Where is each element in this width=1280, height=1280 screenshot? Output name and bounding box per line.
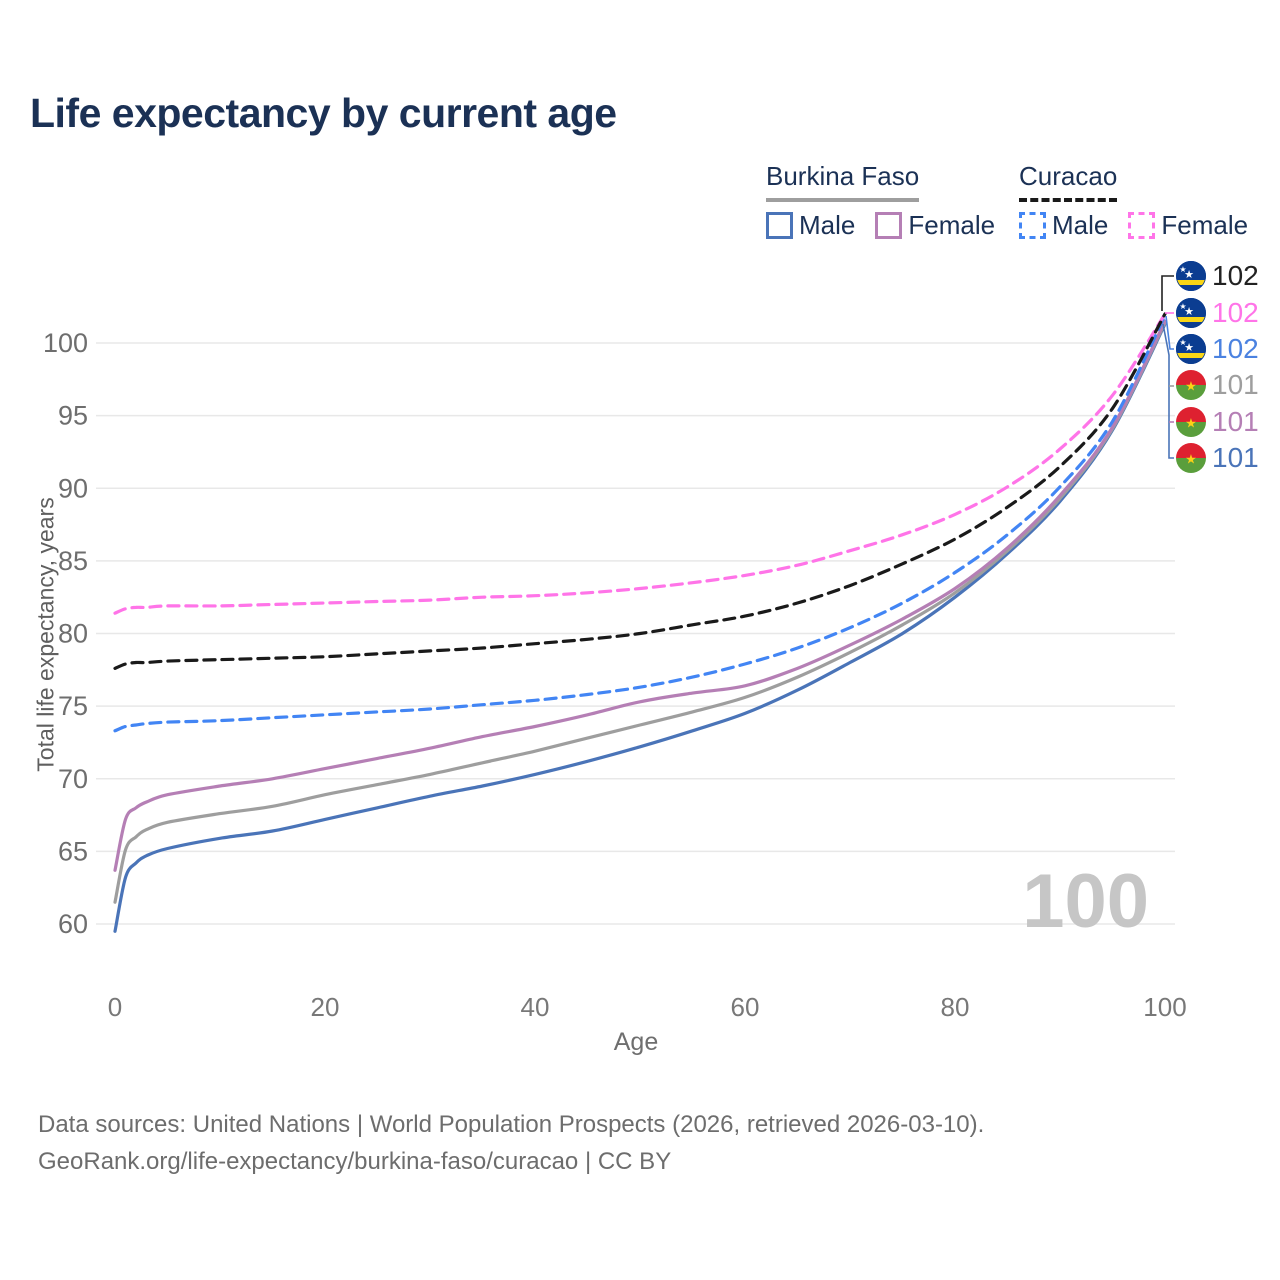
legend-item-label: Female	[1161, 210, 1249, 240]
label-connector-2	[1165, 315, 1174, 350]
end-labels: 102 102 102 101 101 101	[1176, 258, 1259, 476]
x-tick-label: 100	[1143, 992, 1186, 1022]
line-series-burkina-faso-total[interactable]	[113, 321, 1167, 904]
y-tick-label: 85	[58, 546, 88, 576]
legend-item-label: Male	[1052, 210, 1109, 240]
curacao-flag-icon	[1176, 298, 1206, 328]
x-tick-label: 0	[108, 992, 122, 1022]
legend-group-curacao: Curacao Male Female	[1019, 161, 1248, 241]
line-series-curacao-total[interactable]	[113, 312, 1167, 670]
burkina-faso-female-swatch-icon	[875, 212, 903, 239]
x-tick-label: 80	[941, 992, 970, 1022]
legend-item-label: Female	[908, 210, 996, 240]
burkina-faso-flag-icon	[1176, 370, 1206, 400]
y-tick-label: 100	[43, 328, 88, 358]
end-label-value: 102	[1212, 296, 1259, 328]
y-tick-label: 65	[58, 836, 88, 866]
y-axis-title: Total life expectancy, years	[32, 497, 59, 772]
burkina-faso-flag-icon	[1176, 407, 1206, 437]
end-label-row-curacao-male[interactable]: 102	[1176, 331, 1259, 367]
footer: Data sources: United Nations | World Pop…	[38, 1106, 984, 1180]
legend-group-burkina-faso: Burkina Faso Male Female	[766, 161, 995, 241]
legend-item-curacao-male[interactable]: Male	[1019, 210, 1108, 241]
end-label-row-burkina-faso-female[interactable]: 101	[1176, 404, 1259, 440]
x-tick-label: 60	[731, 992, 760, 1022]
end-label-value: 101	[1212, 369, 1259, 401]
legend-item-curacao-female[interactable]: Female	[1128, 210, 1248, 241]
x-tick-label: 20	[311, 992, 340, 1022]
curacao-female-swatch-icon	[1128, 212, 1156, 239]
end-label-value: 101	[1212, 442, 1259, 474]
y-tick-label: 75	[58, 691, 88, 721]
burkina-faso-flag-icon	[1176, 443, 1206, 473]
end-label-value: 102	[1212, 260, 1259, 292]
page-title: Life expectancy by current age	[30, 90, 617, 136]
y-tick-label: 70	[58, 764, 88, 794]
curacao-male-swatch-icon	[1019, 212, 1046, 239]
footer-sources: Data sources: United Nations | World Pop…	[38, 1111, 985, 1138]
hover-age-watermark: 100	[1022, 859, 1149, 944]
legend-item-burkina-faso-male[interactable]: Male	[766, 210, 855, 241]
curacao-flag-icon	[1176, 334, 1206, 364]
end-label-row-burkina-faso-male[interactable]: 101	[1176, 440, 1259, 476]
legend-header-burkina-faso[interactable]: Burkina Faso	[766, 161, 920, 202]
end-label-row-burkina-faso-total[interactable]: 101	[1176, 367, 1259, 403]
label-connector-3	[1162, 323, 1174, 459]
legend-item-burkina-faso-female[interactable]: Female	[875, 210, 995, 241]
end-label-value: 102	[1212, 332, 1259, 364]
label-connector-0	[1161, 275, 1174, 311]
line-series-curacao-male[interactable]	[113, 313, 1167, 733]
legend-item-label: Male	[799, 210, 856, 240]
line-series-burkina-faso-female[interactable]	[113, 319, 1167, 872]
y-tick-label: 90	[58, 473, 88, 503]
end-label-value: 101	[1212, 405, 1259, 437]
line-series-burkina-faso-male[interactable]	[113, 322, 1167, 933]
end-label-row-curacao-total[interactable]: 102	[1176, 258, 1259, 294]
burkina-faso-male-swatch-icon	[766, 212, 793, 239]
x-axis-title: Age	[613, 1028, 659, 1056]
line-series-curacao-female[interactable]	[113, 312, 1167, 615]
footer-attribution: GeoRank.org/life-expectancy/burkina-faso…	[38, 1148, 672, 1176]
y-tick-label: 95	[58, 401, 88, 431]
x-tick-label: 40	[521, 992, 550, 1022]
end-label-row-curacao-female[interactable]: 102	[1176, 294, 1259, 330]
curacao-flag-icon	[1176, 261, 1206, 291]
legend-header-curacao[interactable]: Curacao	[1019, 161, 1118, 202]
y-tick-label: 80	[58, 619, 88, 649]
y-tick-label: 60	[58, 909, 88, 939]
